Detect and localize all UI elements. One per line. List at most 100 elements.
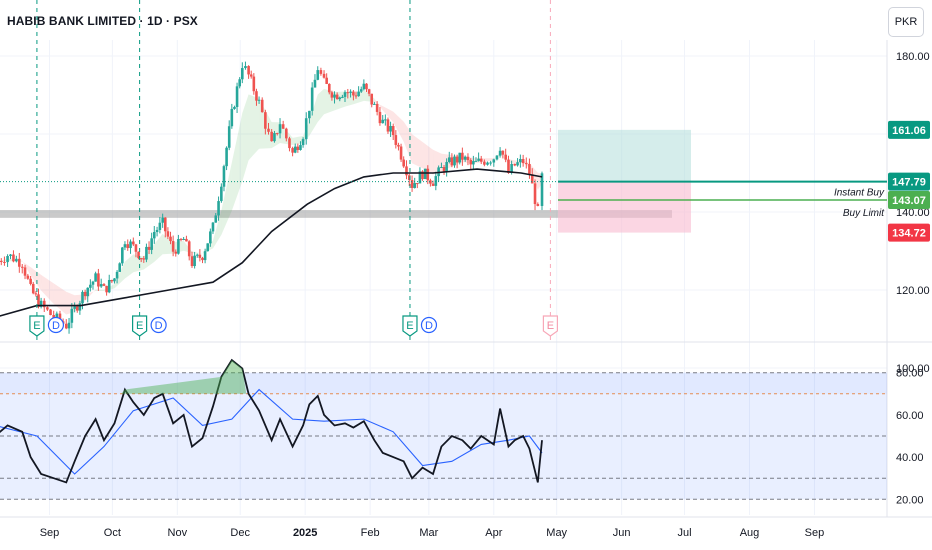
candle-body xyxy=(386,119,390,132)
candle-body xyxy=(163,217,167,232)
candle-body xyxy=(322,73,326,78)
candle-body xyxy=(18,258,21,267)
trend-cloud-segment xyxy=(382,106,394,123)
candle-body xyxy=(105,285,108,293)
candle-body xyxy=(123,244,127,248)
axes: 180.00 120.00 100.00 140.00 80.00 60.00 40.00 2… xyxy=(40,51,930,539)
candle-body xyxy=(73,306,76,309)
rsi-pane[interactable] xyxy=(0,358,887,500)
trend-cloud-segment xyxy=(162,233,174,255)
price-pane[interactable] xyxy=(0,61,887,334)
earnings-marker[interactable] xyxy=(132,315,148,337)
trend-cloud-segment xyxy=(22,260,31,276)
candle-body xyxy=(434,176,438,186)
time-tick: Apr xyxy=(485,527,502,539)
trend-cloud-segment xyxy=(30,267,42,291)
candle-body xyxy=(174,251,178,254)
candle-body xyxy=(319,70,323,74)
trend-cloud-segment xyxy=(221,162,232,235)
rsi-tick: 80.00 xyxy=(896,368,924,380)
candle-body xyxy=(304,118,308,140)
candle-body xyxy=(346,92,350,94)
candle-body xyxy=(12,254,15,262)
candle-body xyxy=(402,159,405,167)
earnings-marker-label: E xyxy=(33,320,40,332)
candle-body xyxy=(333,94,336,98)
candle-body xyxy=(270,131,273,142)
dividend-marker[interactable] xyxy=(150,316,167,334)
earnings-marker[interactable] xyxy=(402,315,418,337)
candle-body xyxy=(37,294,40,307)
candle-body xyxy=(99,284,103,287)
candle-body xyxy=(195,254,199,256)
moving-average-line xyxy=(0,168,543,317)
candle-body xyxy=(238,79,241,87)
candle-body xyxy=(507,159,510,173)
candle-body xyxy=(389,126,392,132)
candle-body xyxy=(198,254,202,258)
trend-cloud-segment xyxy=(374,98,383,111)
dividend-marker[interactable] xyxy=(420,316,438,334)
candle-body xyxy=(391,126,395,136)
candle-body xyxy=(313,79,317,88)
candle-body xyxy=(359,89,363,92)
rsi-overbought-fill xyxy=(120,360,247,394)
candle-body xyxy=(455,156,459,163)
rsi-tick: 60.00 xyxy=(896,410,924,422)
candle-body xyxy=(466,156,470,161)
candle-body xyxy=(483,161,486,165)
time-tick: Dec xyxy=(230,527,250,539)
price-tick: 120.00 xyxy=(896,285,930,297)
candle-body xyxy=(94,273,97,282)
candle-body xyxy=(115,271,119,279)
candle-body xyxy=(426,168,430,181)
candle-body xyxy=(423,168,427,180)
candle-body xyxy=(15,258,18,262)
earnings-marker-label: E xyxy=(547,320,554,332)
candle-body xyxy=(528,164,531,175)
candle-body xyxy=(285,128,288,139)
candle-body xyxy=(214,215,218,223)
candle-body xyxy=(472,161,475,165)
trend-cloud-segment xyxy=(66,291,75,315)
candle-body xyxy=(327,83,331,93)
dividend-marker[interactable] xyxy=(47,316,65,334)
dividend-marker-label: D xyxy=(425,320,433,332)
time-tick: Sep xyxy=(805,527,825,539)
candle-body xyxy=(477,158,480,161)
earnings-marker[interactable] xyxy=(29,315,45,337)
candle-body xyxy=(281,124,285,129)
candle-body xyxy=(75,306,79,311)
candle-body xyxy=(150,238,153,250)
currency-button[interactable]: PKR xyxy=(888,7,924,37)
chart-title: HABIB BANK LIMITED · 1D · PSX xyxy=(7,14,198,28)
candle-body xyxy=(394,135,398,145)
candle-body xyxy=(70,308,74,323)
candle-body xyxy=(249,74,253,77)
candle-body xyxy=(220,186,223,202)
candle-body xyxy=(201,257,204,261)
price-tag-label: 134.72 xyxy=(892,228,926,240)
stop-zone[interactable] xyxy=(558,181,691,233)
trend-cloud-segment xyxy=(124,254,134,279)
candle-body xyxy=(129,241,132,249)
candle-body xyxy=(516,162,519,166)
candle-body xyxy=(296,146,300,150)
price-tick: 180.00 xyxy=(896,51,930,63)
candle-body xyxy=(378,111,382,124)
candle-body xyxy=(26,275,30,279)
candle-body xyxy=(58,313,62,322)
candle-body xyxy=(20,266,24,268)
candle-body xyxy=(375,103,379,112)
candle-body xyxy=(362,83,366,90)
earnings-marker[interactable] xyxy=(542,315,558,337)
target-zone[interactable] xyxy=(558,129,691,182)
candle-body xyxy=(67,322,71,329)
candle-body xyxy=(211,222,215,232)
candle-body xyxy=(0,260,3,262)
price-tag-label: 161.06 xyxy=(892,125,926,137)
candle-body xyxy=(521,158,525,164)
candle-body xyxy=(97,273,100,287)
candle-body xyxy=(384,119,387,121)
price-tick: 140.00 xyxy=(896,207,930,219)
